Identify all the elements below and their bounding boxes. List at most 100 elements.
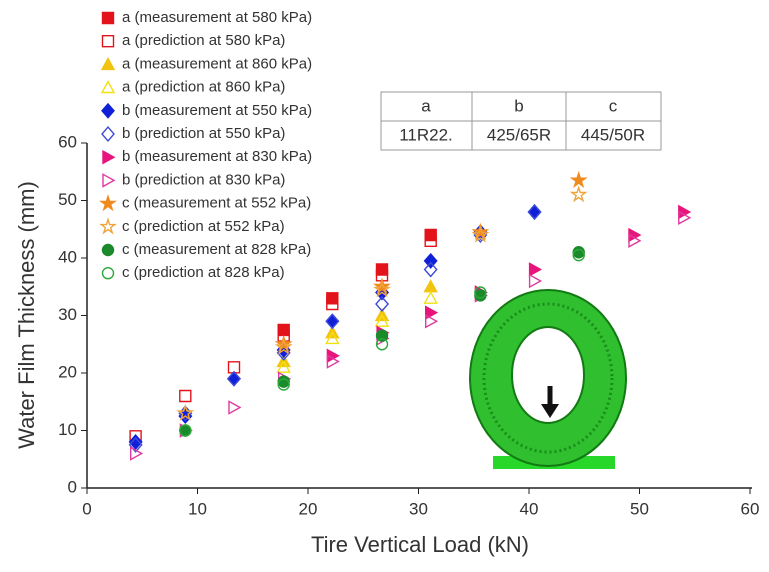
tire-illustration: [469, 289, 627, 469]
legend-marker: [101, 11, 115, 25]
marker: [179, 424, 192, 437]
marker: [373, 277, 391, 295]
marker: [179, 389, 192, 403]
y-tick-label: 30: [58, 305, 77, 324]
tire-table: [380, 91, 662, 151]
table-header: a: [421, 96, 431, 115]
x-tick-label: 10: [188, 499, 207, 518]
marker: [128, 434, 143, 450]
marker: [375, 338, 389, 351]
table-header: b: [514, 96, 523, 115]
legend-marker: [99, 194, 117, 212]
marker: [277, 375, 290, 388]
legend-label: b (measurement at 830 kPa): [122, 148, 312, 165]
legend-label: c (measurement at 828 kPa): [122, 241, 311, 258]
x-tick-label: 40: [520, 499, 539, 518]
marker: [373, 280, 391, 298]
x-tick-label: 60: [741, 499, 760, 518]
marker: [375, 296, 390, 312]
marker: [176, 403, 195, 421]
marker: [226, 370, 241, 387]
marker: [423, 279, 438, 293]
x-tick-label: 0: [82, 499, 91, 518]
legend-marker: [102, 173, 116, 188]
legend-marker: [101, 126, 115, 142]
marker: [375, 269, 389, 282]
x-tick-label: 30: [409, 499, 428, 518]
marker: [471, 222, 490, 240]
legend-label: b (prediction at 550 kPa): [122, 125, 285, 142]
y-tick-label: 20: [58, 362, 77, 381]
y-tick-label: 0: [68, 477, 77, 496]
marker: [527, 204, 542, 220]
marker: [569, 170, 588, 189]
legend-label: b (prediction at 830 kPa): [122, 171, 285, 188]
marker: [678, 210, 692, 225]
marker: [226, 370, 241, 387]
legend-label: a (measurement at 580 kPa): [122, 9, 312, 26]
marker: [474, 289, 487, 302]
marker: [424, 234, 437, 247]
marker: [326, 297, 339, 311]
marker: [227, 361, 241, 374]
table-cell: 425/65R: [487, 125, 551, 144]
marker: [569, 185, 588, 203]
marker: [471, 225, 490, 243]
marker: [527, 204, 542, 220]
legend-label: c (measurement at 552 kPa): [122, 195, 311, 212]
marker: [276, 359, 291, 373]
legend-label: c (prediction at 828 kPa): [122, 264, 285, 281]
table-cell: 445/50R: [581, 125, 645, 144]
marker: [423, 252, 438, 269]
marker: [474, 286, 487, 299]
legend-label: b (measurement at 550 kPa): [122, 102, 312, 119]
legend-marker: [99, 217, 117, 235]
y-tick-label: 40: [58, 247, 77, 266]
legend-marker: [101, 267, 115, 280]
legend-label: c (prediction at 552 kPa): [122, 218, 285, 235]
marker: [326, 354, 340, 369]
x-tick-label: 20: [299, 499, 318, 518]
legend-marker: [100, 80, 116, 94]
legend-marker: [100, 56, 116, 71]
tire-hole: [511, 326, 585, 424]
marker: [325, 313, 340, 330]
marker: [274, 337, 293, 355]
y-tick-label: 50: [58, 190, 77, 209]
y-tick-label: 60: [58, 132, 77, 151]
marker: [572, 246, 585, 259]
load-arrow-head: [541, 404, 559, 418]
marker: [425, 314, 439, 329]
table-cell: 11R22.: [399, 125, 453, 144]
marker: [528, 273, 543, 289]
marker: [528, 262, 543, 277]
marker: [128, 436, 143, 453]
legend-marker: [101, 35, 115, 48]
x-tick-label: 50: [630, 499, 649, 518]
marker: [423, 261, 438, 278]
marker: [572, 248, 585, 262]
legend-label: a (measurement at 860 kPa): [122, 55, 312, 72]
x-axis-title: Tire Vertical Load (kN): [311, 532, 529, 557]
marker: [325, 313, 340, 330]
marker: [277, 378, 290, 391]
legend-label: a (prediction at 580 kPa): [122, 32, 285, 49]
marker: [423, 290, 438, 304]
marker: [325, 330, 340, 345]
legend-marker: [102, 149, 116, 165]
marker: [277, 329, 290, 342]
marker: [228, 400, 242, 415]
legend-marker: [101, 243, 115, 257]
y-tick-label: 10: [58, 420, 77, 439]
marker: [130, 446, 144, 461]
marker: [274, 334, 293, 352]
y-axis-title: Water Film Thickness (mm): [14, 181, 39, 449]
tire-tread: [482, 302, 614, 454]
table-header: c: [609, 96, 618, 115]
legend-marker: [101, 102, 115, 119]
marker: [374, 313, 390, 327]
marker: [425, 305, 439, 320]
marker: [375, 329, 389, 342]
legend-label: a (prediction at 860 kPa): [122, 79, 285, 96]
